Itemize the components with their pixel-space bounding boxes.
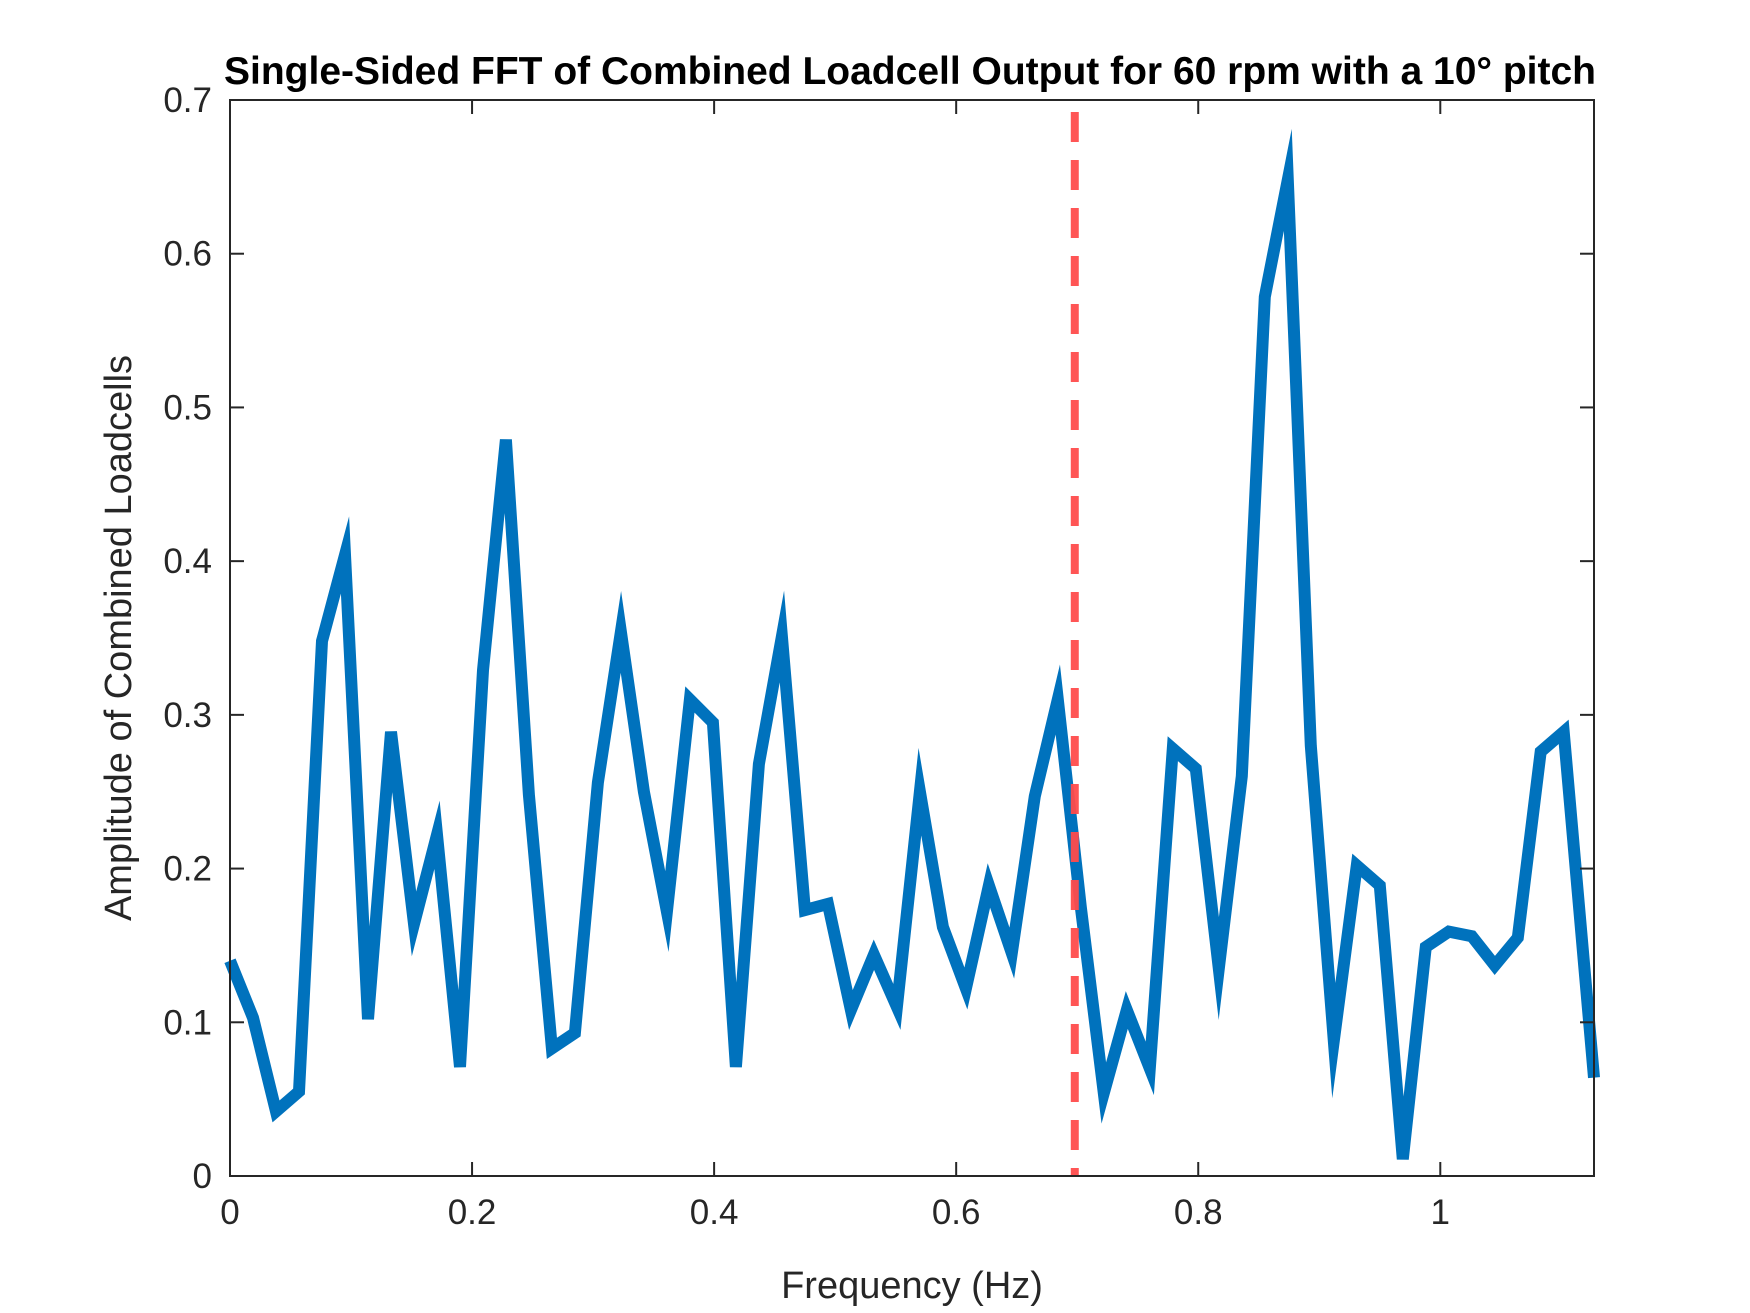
data-point [1494,965,1495,966]
data-point [919,791,920,792]
data-point [1264,296,1265,297]
data-point [1172,748,1173,749]
x-tick-label: 0 [220,1193,239,1232]
x-tick-label: 0.2 [448,1193,497,1232]
data-point [1563,731,1564,732]
data-point [1540,751,1541,752]
data-point [414,923,415,924]
data-point [781,636,782,637]
data-point [1356,865,1357,866]
data-point [1241,776,1242,777]
y-tick-label: 0 [193,1157,212,1196]
data-point [896,1006,897,1007]
x-tick-label: 0.8 [1174,1193,1223,1232]
y-tick-label: 0.6 [163,235,212,274]
data-point [528,794,529,795]
data-point [666,911,667,912]
data-point [735,1066,736,1067]
data-point [483,670,484,671]
data-point [965,988,966,989]
ticks-layer: 0 0.2 0.4 0.6 0.8 1 0 0.1 0.2 0.3 0.4 0.5 0.6 0.7 [163,81,1594,1232]
data-point [1517,937,1518,938]
data-point [1011,953,1012,954]
data-point [368,1019,369,1020]
y-tick-label: 0.4 [163,542,212,581]
data-point [345,555,346,556]
data-point [391,731,392,732]
data-point [712,722,713,723]
x-tick-label: 0.4 [690,1193,739,1232]
data-point [1195,768,1196,769]
data-point [643,791,644,792]
data-point [322,641,323,642]
y-tick-label: 0.7 [163,81,212,120]
data-point [1448,931,1449,932]
y-tick-label: 0.2 [163,850,212,889]
axes-box [229,99,1595,1177]
data-point [1402,1159,1403,1160]
y-tick-label: 0.1 [163,1003,212,1042]
x-axis-label: Frequency (Hz) [781,1265,1043,1307]
data-layer [224,112,1600,1176]
data-point [827,903,828,904]
data-point [1287,179,1288,180]
data-point [1333,1040,1334,1041]
data-point [988,885,989,886]
data-point [1310,745,1311,746]
x-tick-label: 1 [1431,1193,1450,1232]
data-point [1080,907,1081,908]
data-point [299,1091,300,1092]
data-point [460,1066,461,1067]
data-point [1057,699,1058,700]
data-point [597,782,598,783]
data-point [804,910,805,911]
data-point [437,834,438,835]
series-line-0 [224,128,1600,1160]
data-point [850,1010,851,1011]
data-point [1425,947,1426,948]
chart-title: Single-Sided FFT of Combined Loadcell Ou… [224,50,1596,93]
data-point [1034,796,1035,797]
data-point [873,954,874,955]
data-point [942,927,943,928]
data-point [758,764,759,765]
y-axis-label: Amplitude of Combined Loadcells [98,355,140,921]
data-point [620,631,621,632]
data-point [1379,885,1380,886]
y-tick-label: 0.3 [163,696,212,735]
data-point [1471,936,1472,937]
data-point [1126,1010,1127,1011]
data-point [1103,1093,1104,1094]
data-point [574,1033,575,1034]
x-tick-label: 0.6 [932,1193,981,1232]
data-point [689,699,690,700]
data-point [276,1111,277,1112]
data-point [551,1048,552,1049]
data-point [1218,968,1219,969]
data-point [505,439,506,440]
y-tick-label: 0.5 [163,388,212,427]
data-point [1149,1068,1150,1069]
data-point [253,1017,254,1018]
